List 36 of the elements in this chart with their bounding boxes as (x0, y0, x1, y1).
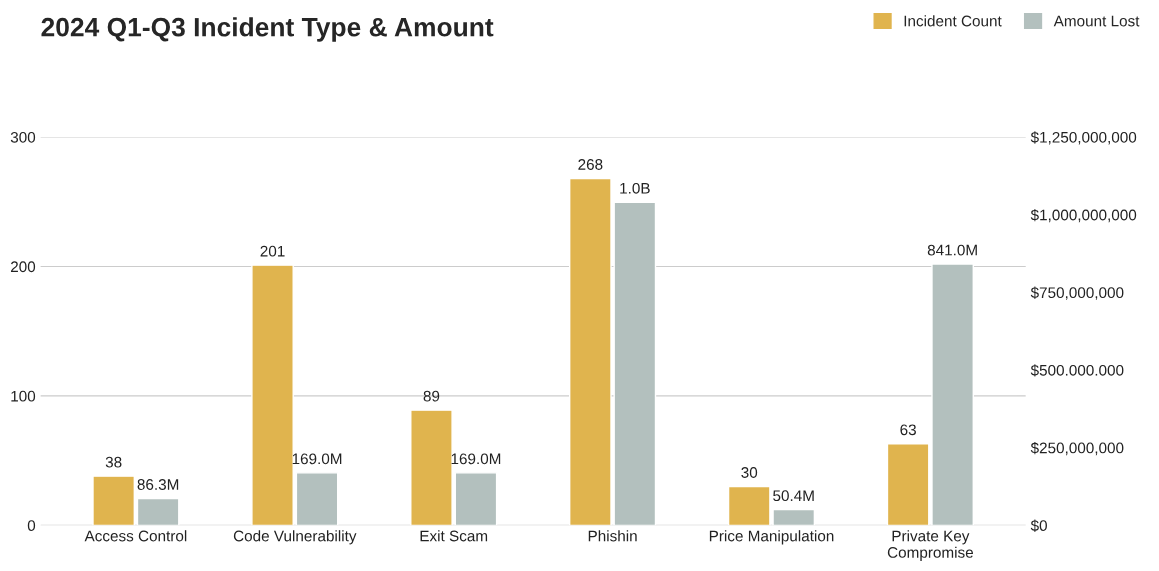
y-tick-label: 100 (11, 390, 36, 402)
data-label: 30 (741, 467, 758, 478)
data-label: 201 (260, 245, 285, 257)
y2-tick-label: $1,250,000,000 (1030, 131, 1137, 145)
bar (931, 263, 974, 526)
legend-label: Amount Lost (1053, 15, 1140, 27)
legend-label: Incident Count (904, 15, 1002, 27)
x-tick-label: Price Manipulation (709, 530, 834, 545)
x-tick-label: Private Key Compromise (887, 530, 973, 561)
y-tick-label: 200 (10, 261, 36, 273)
data-label: 38 (105, 456, 122, 468)
y-tick-label: 0 (27, 520, 36, 532)
y2-tick-label: $1,000,000,000 (1030, 208, 1137, 223)
chart-title: 2024 Q1-Q3 Incident Type & Amount (41, 17, 494, 42)
data-label: 89 (423, 390, 440, 402)
y2-tick-label: $500.000.000 (1030, 364, 1124, 377)
x-tick-label: Code Vulnerability (233, 530, 357, 545)
y2-tick-label: $0 (1030, 519, 1047, 532)
y-tick-label: 300 (10, 131, 36, 143)
data-label: 169.0M (292, 453, 342, 465)
data-label: 268 (578, 159, 603, 170)
data-label: 1.0B (620, 182, 650, 194)
y2-tick-label: $750,000,000 (1030, 286, 1124, 300)
data-label: 63 (900, 424, 916, 436)
data-label: 169.0M (451, 453, 501, 465)
x-tick-label: Access Control (84, 530, 187, 542)
x-tick-label: Exit Scam (420, 530, 488, 542)
data-label: 841.0M (927, 244, 977, 256)
bar (886, 443, 930, 526)
bar (410, 409, 453, 526)
y2-tick-label: $250,000,000 (1030, 441, 1124, 456)
bar (295, 472, 339, 526)
data-label: 86.3M (137, 479, 179, 490)
bar (251, 264, 294, 526)
x-tick-label: Phishin (588, 530, 637, 542)
data-label: 50.4M (773, 490, 814, 502)
